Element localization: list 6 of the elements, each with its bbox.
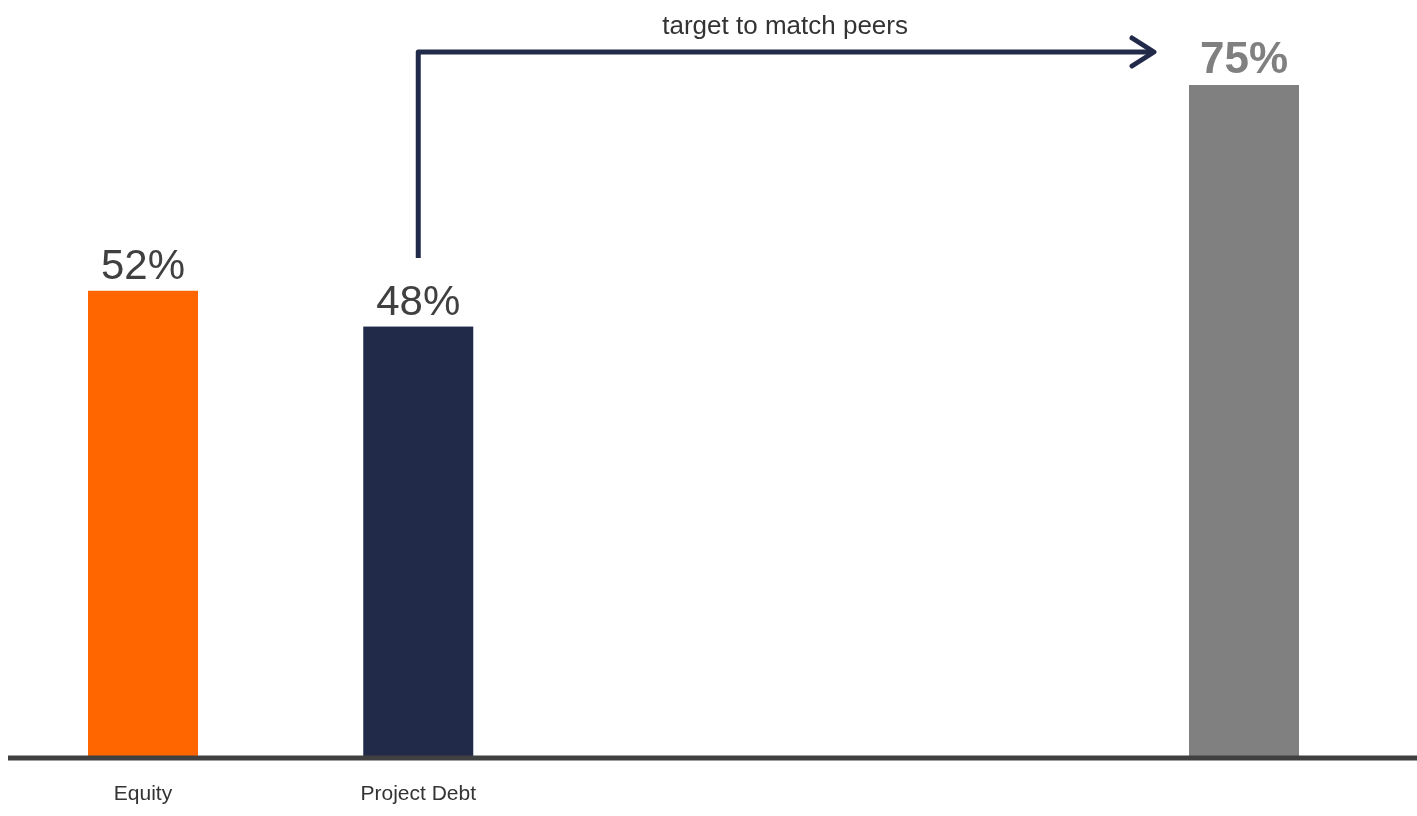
data-label: 75% xyxy=(1199,33,1289,82)
x-tick-label: Project Debt xyxy=(360,781,477,804)
data-label: 48% xyxy=(376,276,461,324)
x-tick-label: Equity xyxy=(113,781,173,804)
text: target to match peers xyxy=(662,10,908,40)
data-label: 52% xyxy=(100,240,186,288)
